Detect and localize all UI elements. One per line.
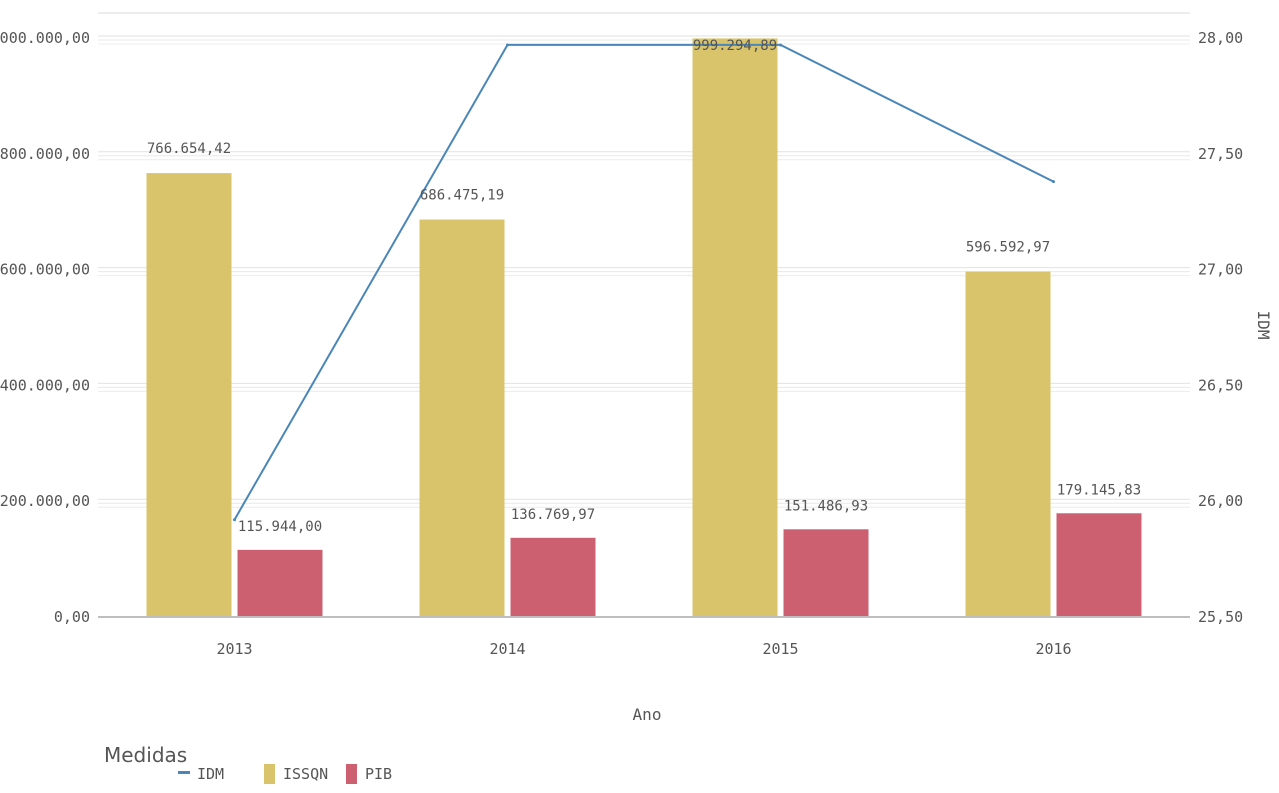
y-left-tick-label: 1.000.000,00 [0,29,90,47]
data-label-pib-2013: 115.944,00 [238,519,322,535]
x-axis-title: Ano [633,705,662,724]
y-left-tick-label: 800.000,00 [0,145,90,163]
point-idm-2014[interactable] [506,43,509,47]
y-right-tick-label: 28,00 [1198,29,1243,47]
legend-swatch-issqn [264,764,275,784]
axes: 0,00 200.000,00 400.000,00 600.000,00 800.00… [0,29,1273,724]
bar-pib-2015[interactable] [783,529,869,617]
legend-title: Medidas [104,743,187,767]
point-idm-2015[interactable] [779,43,782,47]
data-label-pib-2015: 151.486,93 [784,498,868,514]
data-label-pib-2014: 136.769,97 [511,507,595,523]
y-right-axis-title: IDM [1254,311,1273,340]
legend-swatch-pib [346,764,357,784]
y-right-tick-label: 26,50 [1198,376,1243,394]
x-tick-label: 2014 [489,640,525,658]
legend-label-issqn[interactable]: ISSQN [283,765,328,783]
legend: Medidas IDM ISSQN PIB [104,743,392,784]
idm-line-layer [233,43,1055,522]
y-left-tick-label: 600.000,00 [0,261,90,279]
legend-label-pib[interactable]: PIB [365,765,392,783]
data-label-issqn-2013: 766.654,42 [147,141,231,157]
x-tick-label: 2013 [216,640,252,658]
bar-pib-2016[interactable] [1056,513,1142,617]
data-label-pib-2016: 179.145,83 [1057,482,1141,498]
bar-issqn-2016[interactable] [965,271,1051,617]
bar-pib-2014[interactable] [510,537,596,617]
bar-issqn-2015[interactable] [692,38,778,617]
point-idm-2013[interactable] [233,518,236,522]
y-right-tick-label: 27,50 [1198,145,1243,163]
line-idm[interactable] [233,43,1054,521]
data-label-issqn-2015: 999.294,89 [693,38,777,54]
y-right-tick-label: 27,00 [1198,261,1243,279]
x-tick-label: 2016 [1035,640,1071,658]
y-right-tick-label: 25,50 [1198,608,1243,626]
data-label-issqn-2016: 596.592,97 [966,240,1050,256]
y-left-tick-label: 400.000,00 [0,376,90,394]
y-right-tick-label: 26,00 [1198,492,1243,510]
x-tick-label: 2015 [762,640,798,658]
data-label-issqn-2014: 686.475,19 [420,188,504,204]
y-left-tick-label: 0,00 [54,608,90,626]
bar-issqn-2013[interactable] [146,173,232,617]
legend-label-idm[interactable]: IDM [197,765,224,783]
point-idm-2016[interactable] [1052,180,1055,184]
bars [146,38,1142,617]
bar-issqn-2014[interactable] [419,219,505,617]
y-left-tick-label: 200.000,00 [0,492,90,510]
bar-pib-2013[interactable] [237,549,323,617]
legend-swatch-idm [178,771,190,774]
data-labels: 766.654,42 115.944,00 686.475,19 136.769,97… [147,38,1141,535]
